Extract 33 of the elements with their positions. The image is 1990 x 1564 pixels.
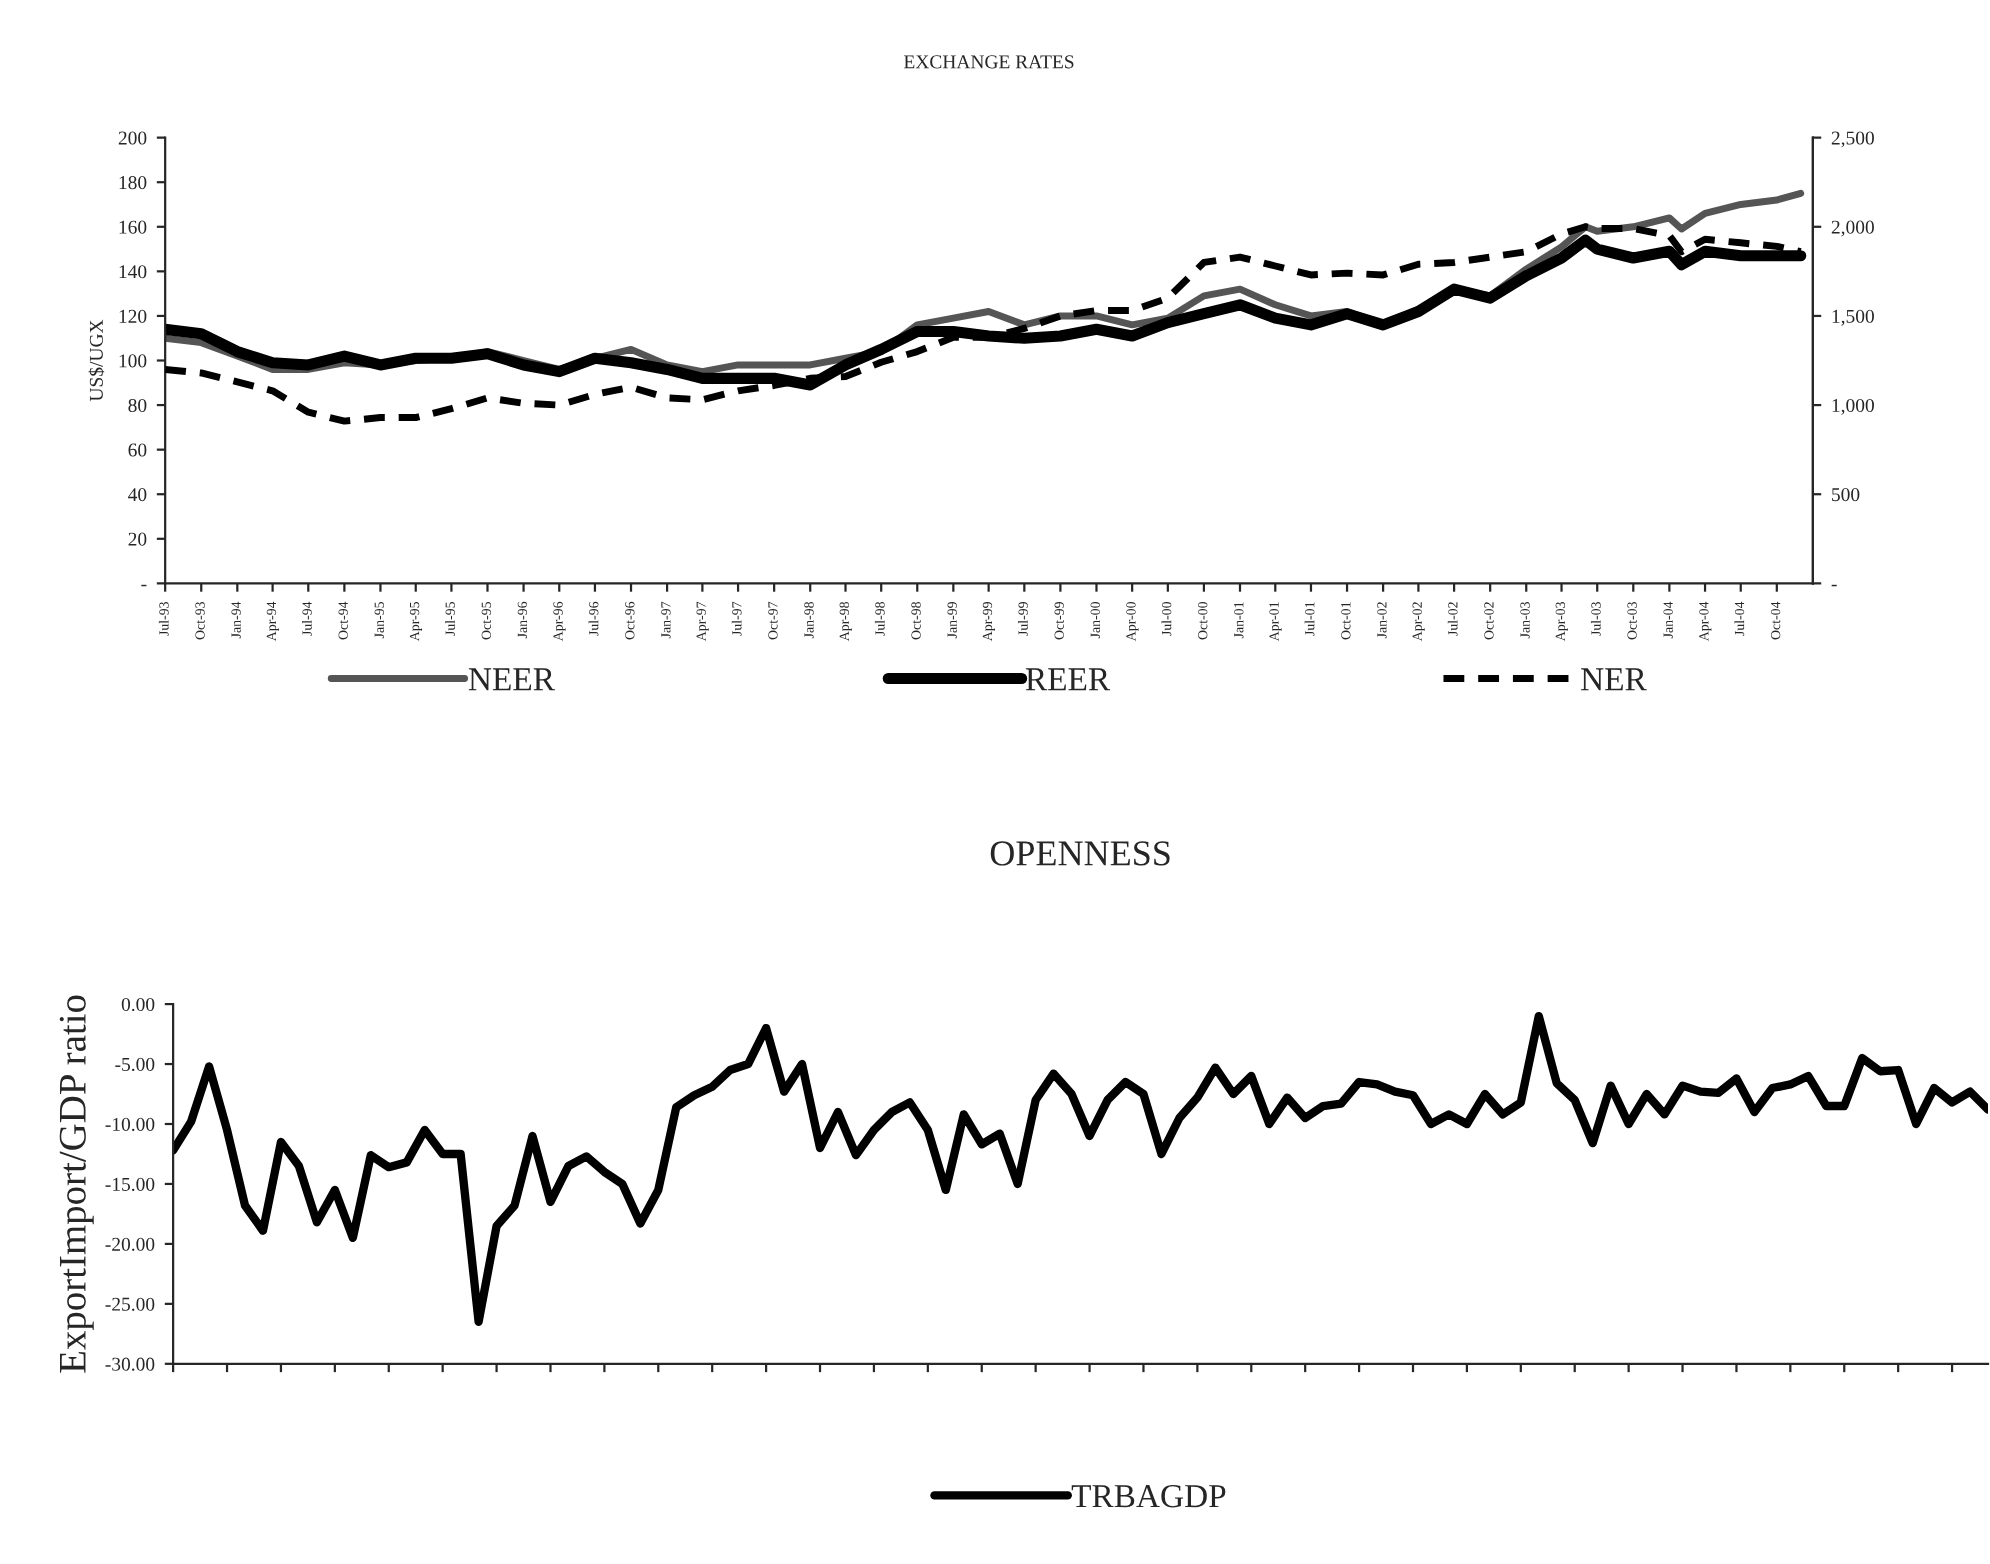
y-tick-label: -5.00 (115, 1057, 155, 1072)
y-tick-label: -25.00 (105, 1297, 155, 1311)
y-tick-label: 180 (119, 176, 147, 190)
legend-label: REER (1025, 668, 1111, 691)
y2-tick-label: 1,500 (1832, 309, 1874, 326)
y2-tick-label: 2,500 (1831, 131, 1874, 148)
chart-title: OPENNESS (990, 841, 1170, 866)
y-tick-label: 160 (119, 220, 147, 234)
y-axis-title: ExportImport/GDP ratio (59, 995, 94, 1373)
chart-title: EXCHANGE RATES (903, 55, 1074, 69)
y-tick-label: - (141, 584, 147, 587)
legend-label: NEER (468, 668, 555, 691)
y-tick-label: 0.00 (121, 997, 155, 1012)
y-tick-label: -15.00 (105, 1177, 155, 1191)
y-tick-label: 60 (128, 443, 147, 457)
line-series (173, 1011, 1989, 1327)
y2-tick-label: 500 (1832, 488, 1860, 502)
y-axis-title: US$/UGX (88, 319, 105, 402)
y-tick-label: 140 (119, 265, 147, 279)
y-tick-label: 80 (128, 398, 147, 413)
y-tick-label: -30.00 (105, 1357, 155, 1371)
legend-label: TRBAGDP (1071, 1485, 1226, 1508)
y2-tick-label: 2,000 (1831, 220, 1874, 237)
y-tick-label: -20.00 (105, 1237, 155, 1251)
y2-tick-label: 1,000 (1832, 398, 1874, 415)
y2-tick-label: - (1831, 584, 1837, 587)
y-tick-label: 100 (119, 354, 147, 368)
y-tick-label: 20 (128, 532, 147, 546)
legend-label: NER (1581, 668, 1647, 691)
y-tick-label: 40 (128, 488, 147, 502)
y-tick-label: -10.00 (105, 1117, 155, 1132)
y-tick-label: 120 (119, 309, 147, 323)
y-tick-label: 200 (118, 131, 147, 145)
